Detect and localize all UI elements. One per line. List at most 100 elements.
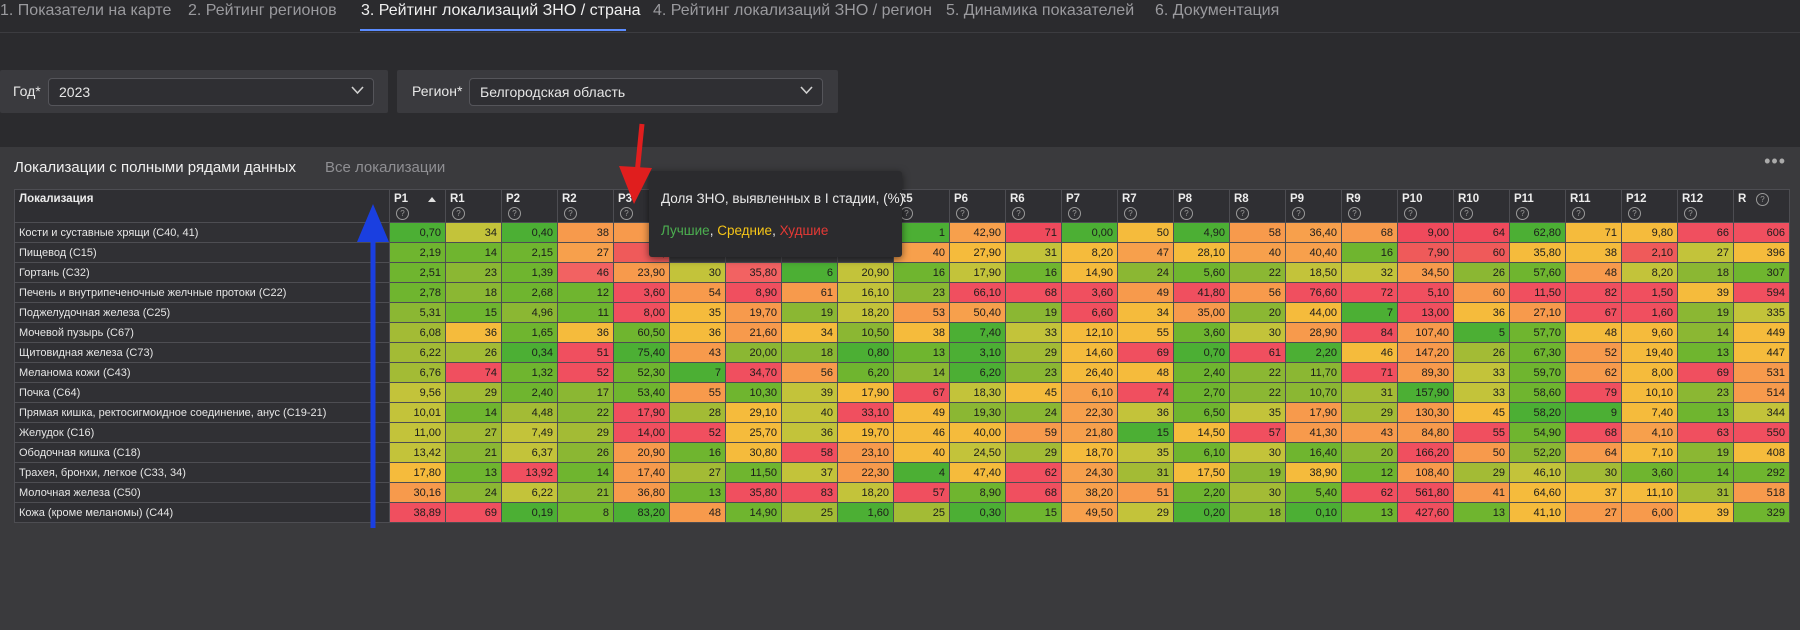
table-row[interactable]: Молочная железа (С50) 30,16 24 6,22 21 36,80 1… [14,482,1790,503]
column-header-r2[interactable]: R2? [557,189,614,223]
cell-p8: 41,80 [1173,282,1230,303]
column-header-p12[interactable]: P12? [1621,189,1678,223]
cell-p8: 2,40 [1173,362,1230,383]
column-header-localization[interactable]: Локализация [14,189,390,223]
help-icon[interactable]: ? [1516,207,1529,220]
help-icon[interactable]: ? [1068,207,1081,220]
table-row[interactable]: Кожа (кроме меланомы) (С44) 38,89 69 0,19 8 8… [14,502,1790,523]
cell-p6: 6,20 [949,362,1006,383]
cell-p8: 0,20 [1173,502,1230,523]
table-row[interactable]: Трахея, бронхи, легкое (С33, 34) 17,80 13 1… [14,462,1790,483]
table-row[interactable]: Мочевой пузырь (С67) 6,08 36 1,65 36 60,50 36 2… [14,322,1790,343]
column-header-p2[interactable]: P2? [501,189,558,223]
tab-region-rating[interactable]: 2. Рейтинг регионов [188,2,337,19]
cell-r4: 6 [781,262,838,283]
cell-r5: 16 [893,262,950,283]
column-header-r[interactable]: R? [1733,189,1790,223]
column-header-r5[interactable]: R5? [893,189,950,223]
subtab-all-localizations[interactable]: Все локализации [325,159,446,176]
table-row[interactable]: Поджелудочная железа (С25) 5,31 15 4,96 11 8,… [14,302,1790,323]
cell-r5: 49 [893,402,950,423]
help-icon[interactable]: ? [1236,207,1249,220]
cell-p2: 0,40 [501,222,558,243]
cell-p4: 19,70 [725,302,782,323]
table-row[interactable]: Меланома кожи (С43) 6,76 74 1,32 52 52,30 7 34,… [14,362,1790,383]
help-icon[interactable]: ? [1684,207,1697,220]
help-icon[interactable]: ? [1756,193,1769,206]
help-icon[interactable]: ? [956,207,969,220]
column-header-p8[interactable]: P8? [1173,189,1230,223]
help-icon[interactable]: ? [508,207,521,220]
help-icon[interactable]: ? [1404,207,1417,220]
tab-localization-rating-country[interactable]: 3. Рейтинг локализаций ЗНО / страна [361,2,641,19]
cell-r1: 18 [445,282,502,303]
cell-r11: 79 [1565,382,1622,403]
table-row[interactable]: Гортань (С32) 2,51 23 1,39 46 23,90 30 35,80 6 20… [14,262,1790,283]
column-header-p11[interactable]: P11? [1509,189,1566,223]
cell-r1: 26 [445,342,502,363]
help-icon[interactable]: ? [1292,207,1305,220]
table-row[interactable]: Почка (С64) 9,56 29 2,40 17 53,40 55 10,30 39 17,… [14,382,1790,403]
column-header-r1[interactable]: R1? [445,189,502,223]
cell-r: 514 [1733,382,1790,403]
cell-r7: 55 [1117,322,1174,343]
help-icon[interactable]: ? [1628,207,1641,220]
table-row[interactable]: Ободочная кишка (С18) 13,42 21 6,37 26 20,90 1… [14,442,1790,463]
cell-p1: 13,42 [389,442,446,463]
table-row[interactable]: Пищевод (С15)2,19142,15278,4027,90318,20… [14,242,1790,263]
table-row[interactable]: Желудок (С16) 11,00 27 7,49 29 14,00 52 25,70 36… [14,422,1790,443]
help-icon[interactable]: ? [1180,207,1193,220]
tab-dynamics[interactable]: 5. Динамика показателей [946,2,1135,19]
table-row[interactable]: Кости и суставные хрящи (С40, 41) 0,70 34 0… [14,222,1790,243]
column-tooltip: Доля ЗНО, выявленных в I стадии, (%) Луч… [649,171,904,257]
region-select[interactable]: Белгородская область [469,78,823,106]
cell-p8: 2,20 [1173,482,1230,503]
column-header-r7[interactable]: R7? [1117,189,1174,223]
tab-documentation[interactable]: 6. Документация [1155,2,1280,19]
column-header-r12[interactable]: R12? [1677,189,1734,223]
column-header-r6[interactable]: R6? [1005,189,1062,223]
column-header-p10[interactable]: P10? [1397,189,1454,223]
cell-p4: 30,80 [725,442,782,463]
year-select[interactable]: 2023 [48,78,374,106]
help-icon[interactable]: ? [1572,207,1585,220]
cell-p1: 30,16 [389,482,446,503]
column-header-p9[interactable]: P9? [1285,189,1342,223]
cell-r8: 35 [1229,402,1286,423]
column-header-r11[interactable]: R11? [1565,189,1622,223]
cell-p7: 14,60 [1061,342,1118,363]
cell-p7: 6,10 [1061,382,1118,403]
help-icon[interactable]: ? [1124,207,1137,220]
table-row[interactable]: Печень и внутрипеченочные желчные проток… [14,282,1790,303]
cell-p8: 35,00 [1173,302,1230,323]
column-header-p6[interactable]: P6? [949,189,1006,223]
help-icon[interactable]: ? [1460,207,1473,220]
help-icon[interactable]: ? [564,207,577,220]
cell-r4: 83 [781,482,838,503]
sort-ascending-icon[interactable] [428,197,436,202]
ellipsis-icon[interactable]: ••• [1764,151,1786,171]
column-header-p1[interactable]: P1? [389,189,446,223]
cell-r8: 61 [1229,342,1286,363]
help-icon[interactable]: ? [396,207,409,220]
cell-p3: 36,80 [613,482,670,503]
cell-p6: 42,90 [949,222,1006,243]
help-icon[interactable]: ? [620,207,633,220]
help-icon[interactable]: ? [1348,207,1361,220]
cell-p3: 83,20 [613,502,670,523]
column-header-r8[interactable]: R8? [1229,189,1286,223]
column-header-r10[interactable]: R10? [1453,189,1510,223]
help-icon[interactable]: ? [452,207,465,220]
column-header-r9[interactable]: R9? [1341,189,1398,223]
cell-p12: 6,00 [1621,502,1678,523]
column-header-label: P12 [1626,193,1647,205]
cell-r9: 72 [1341,282,1398,303]
help-icon[interactable]: ? [1012,207,1025,220]
tab-localization-rating-region[interactable]: 4. Рейтинг локализаций ЗНО / регион [653,2,932,19]
subtab-full-series[interactable]: Локализации с полными рядами данных [14,159,296,176]
table-row[interactable]: Прямая кишка, ректосигмоидное соединение… [14,402,1790,423]
tab-map-indicators[interactable]: 1. Показатели на карте [0,2,172,19]
cell-p9: 5,40 [1285,482,1342,503]
table-row[interactable]: Щитовидная железа (С73) 6,22 26 0,34 51 75,40… [14,342,1790,363]
column-header-p7[interactable]: P7? [1061,189,1118,223]
